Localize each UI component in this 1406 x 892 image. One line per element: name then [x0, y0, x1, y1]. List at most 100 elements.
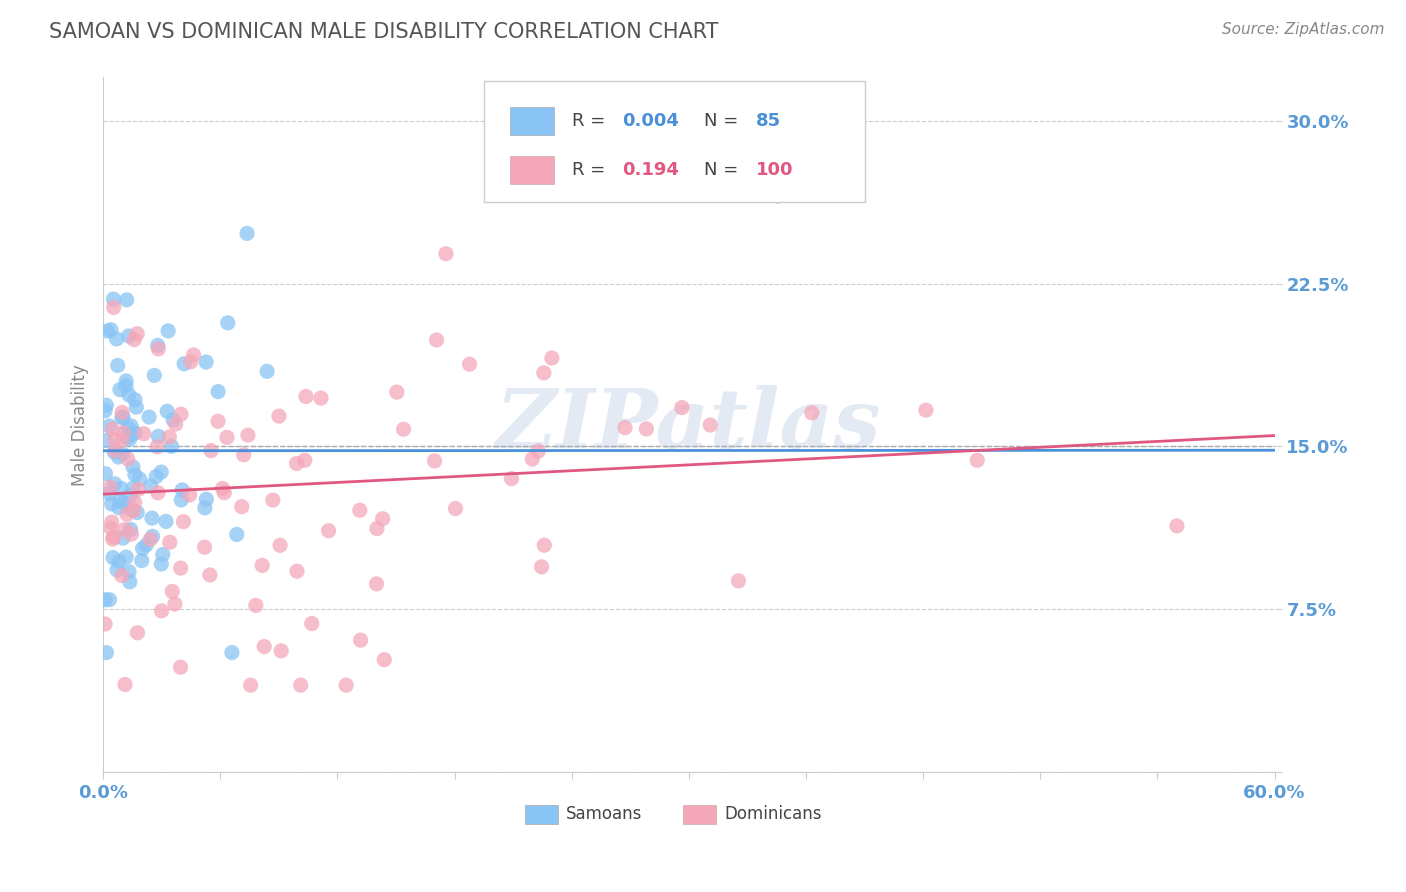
Point — [103, 292, 125, 306]
Point — [138, 410, 160, 425]
Point — [309, 391, 332, 405]
Point — [139, 533, 162, 547]
Point — [194, 540, 217, 554]
FancyBboxPatch shape — [509, 107, 554, 135]
Point — [112, 425, 135, 440]
Point — [285, 457, 308, 471]
Point — [252, 558, 274, 573]
Point — [350, 633, 373, 648]
Point — [170, 492, 193, 507]
Text: N =: N = — [704, 112, 744, 130]
Point — [131, 554, 153, 568]
Point — [122, 481, 145, 495]
Point — [124, 392, 146, 407]
Point — [115, 550, 138, 565]
Point — [124, 467, 146, 482]
Point — [540, 351, 562, 365]
Point — [155, 515, 177, 529]
Point — [221, 646, 243, 660]
Point — [159, 535, 181, 549]
Point — [434, 246, 457, 260]
Point — [200, 443, 222, 458]
Point — [108, 494, 131, 508]
Point — [225, 527, 247, 541]
Point — [212, 485, 235, 500]
Point — [141, 511, 163, 525]
Point — [194, 500, 217, 515]
Point — [103, 445, 125, 459]
Point — [366, 577, 388, 591]
Point — [148, 429, 170, 443]
Point — [131, 541, 153, 556]
Point — [98, 419, 121, 434]
Text: 85: 85 — [755, 112, 780, 130]
Point — [256, 364, 278, 378]
Point — [172, 483, 194, 497]
Point — [285, 564, 308, 578]
Point — [180, 355, 202, 369]
Point — [530, 559, 553, 574]
Point — [162, 413, 184, 427]
Point — [173, 357, 195, 371]
Point — [108, 554, 131, 568]
Point — [207, 414, 229, 428]
Point — [124, 495, 146, 509]
Point — [132, 426, 155, 441]
Point — [96, 646, 118, 660]
Point — [211, 482, 233, 496]
Point — [103, 301, 125, 315]
Point — [120, 418, 142, 433]
Point — [115, 379, 138, 393]
Point — [100, 515, 122, 529]
Point — [145, 469, 167, 483]
Point — [966, 453, 988, 467]
Point — [236, 428, 259, 442]
Point — [115, 508, 138, 522]
Text: ZIPatlas: ZIPatlas — [496, 384, 882, 465]
Point — [108, 383, 131, 397]
Point — [533, 538, 555, 552]
Point — [98, 480, 121, 494]
Point — [150, 604, 173, 618]
Point — [121, 502, 143, 516]
Point — [108, 500, 131, 515]
Point — [295, 389, 318, 403]
Point — [105, 332, 128, 346]
Point — [115, 374, 138, 388]
Point — [157, 430, 180, 444]
Point — [100, 521, 122, 535]
Text: SAMOAN VS DOMINICAN MALE DISABILITY CORRELATION CHART: SAMOAN VS DOMINICAN MALE DISABILITY CORR… — [49, 22, 718, 42]
Text: Source: ZipAtlas.com: Source: ZipAtlas.com — [1222, 22, 1385, 37]
Point — [94, 434, 117, 448]
Point — [152, 548, 174, 562]
Point — [156, 404, 179, 418]
Point — [122, 459, 145, 474]
Point — [231, 500, 253, 514]
Point — [527, 444, 550, 458]
Point — [127, 326, 149, 341]
Point — [239, 678, 262, 692]
Point — [120, 523, 142, 537]
Point — [269, 538, 291, 552]
Point — [160, 584, 183, 599]
Point — [727, 574, 749, 588]
Point — [107, 450, 129, 464]
Point — [157, 324, 180, 338]
Point — [458, 357, 481, 371]
Point — [335, 678, 357, 692]
Point — [522, 452, 544, 467]
Text: R =: R = — [572, 112, 610, 130]
Point — [98, 486, 121, 500]
Point — [636, 422, 658, 436]
Point — [217, 316, 239, 330]
Point — [111, 434, 134, 448]
FancyBboxPatch shape — [484, 81, 865, 202]
Point — [118, 574, 141, 589]
Point — [111, 531, 134, 545]
Point — [170, 561, 193, 575]
Point — [110, 482, 132, 496]
Point — [425, 333, 447, 347]
Point — [392, 422, 415, 436]
Point — [104, 443, 127, 458]
Point — [111, 410, 134, 425]
